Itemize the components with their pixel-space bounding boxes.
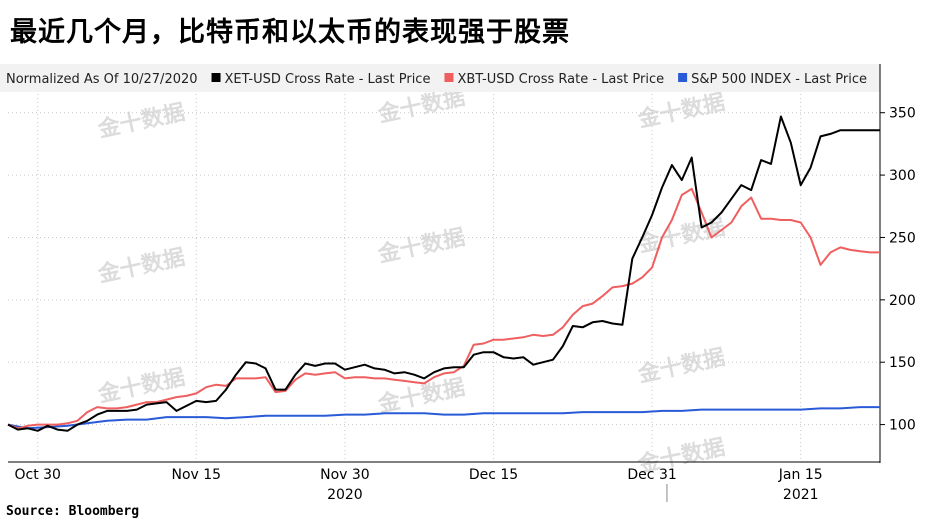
source-note: Source: Bloomberg bbox=[6, 504, 140, 519]
watermark-text: 金十数据 bbox=[95, 99, 187, 143]
watermark-text: 金十数据 bbox=[635, 89, 727, 133]
series-line-xbt-usd bbox=[7, 187, 880, 430]
legend: Normalized As Of 10/27/2020 XET-USD Cross… bbox=[6, 72, 867, 87]
legend-background bbox=[0, 64, 880, 92]
x-tick-label: Nov 30 bbox=[320, 467, 370, 483]
x-tick-label: Jan 15 bbox=[778, 467, 823, 483]
legend-swatch bbox=[678, 73, 688, 82]
y-tick-label: 350 bbox=[889, 106, 916, 122]
x-year-label: 2021 bbox=[783, 487, 819, 502]
y-tick-label: 300 bbox=[889, 168, 916, 184]
legend-swatch bbox=[444, 73, 454, 82]
x-year-label: 2020 bbox=[327, 487, 363, 502]
series-layer bbox=[7, 115, 880, 432]
legend-entry: S&P 500 INDEX - Last Price bbox=[691, 72, 867, 87]
x-tick-label: Oct 30 bbox=[14, 467, 60, 483]
legend-entry: XBT-USD Cross Rate - Last Price bbox=[457, 72, 664, 87]
x-tick-label: Dec 15 bbox=[469, 467, 518, 483]
series-line-sp500 bbox=[7, 406, 880, 430]
legend-swatch bbox=[211, 73, 221, 82]
legend-normalized-note: Normalized As Of 10/27/2020 bbox=[6, 72, 198, 87]
watermark-text: 金十数据 bbox=[95, 244, 187, 288]
axis-layer: 100 150 200 250 300 350 Oct 30 Nov 15 Nov 30 Dec … bbox=[8, 64, 916, 503]
watermark-text: 金十数据 bbox=[635, 344, 727, 388]
legend-entry: XET-USD Cross Rate - Last Price bbox=[225, 72, 431, 87]
y-tick-label: 150 bbox=[889, 355, 916, 371]
grid-layer bbox=[8, 94, 880, 462]
x-tick-label: Nov 15 bbox=[171, 467, 221, 483]
series-line-xet-usd bbox=[7, 115, 880, 432]
x-tick-label: Dec 31 bbox=[627, 467, 676, 483]
page-title: 最近几个月，比特币和以太币的表现强于股票 bbox=[10, 17, 570, 48]
watermark-text: 金十数据 bbox=[95, 364, 187, 408]
watermark-text: 金十数据 bbox=[375, 374, 467, 418]
y-tick-label: 100 bbox=[889, 418, 916, 434]
chart: 金十数据 金十数据 金十数据 金十数据 金十数据 金十数据 金十数据 金十数据 金十数据 金十数据… bbox=[0, 62, 930, 503]
y-tick-label: 250 bbox=[889, 230, 916, 246]
y-tick-label: 200 bbox=[889, 293, 916, 309]
watermark-text: 金十数据 bbox=[375, 224, 467, 268]
